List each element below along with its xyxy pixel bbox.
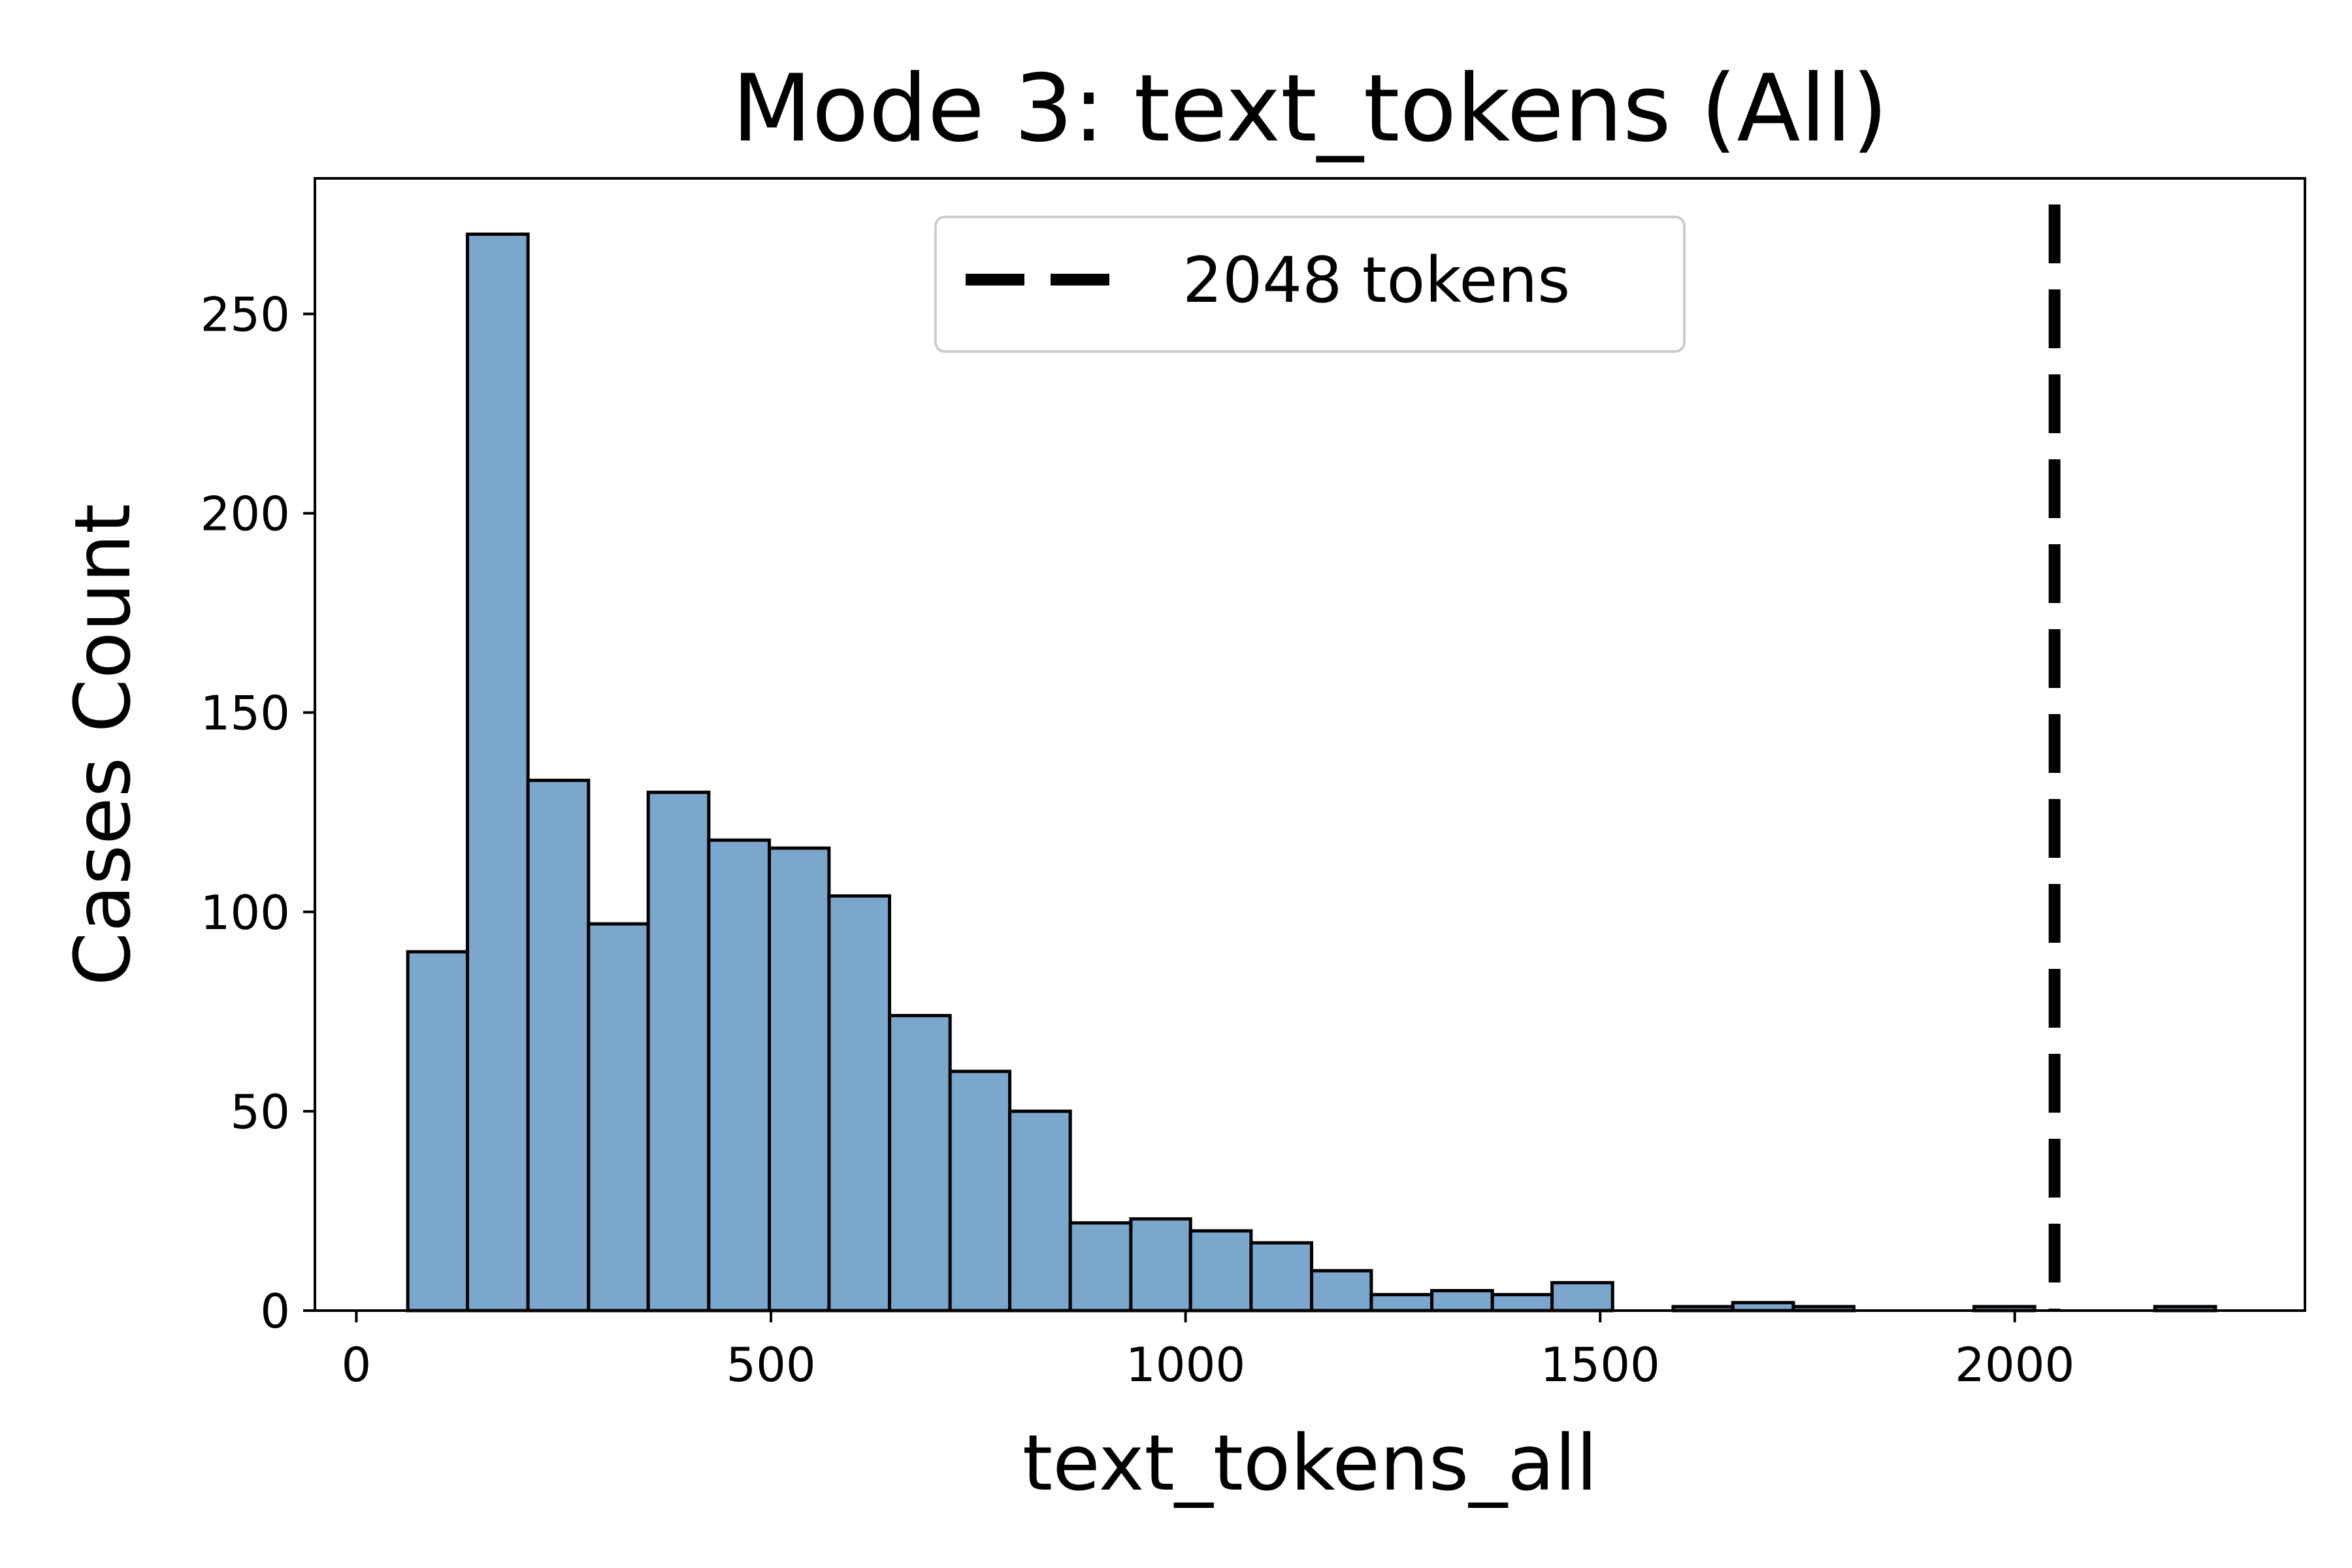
bars-group <box>406 232 2217 1313</box>
plot-frame <box>314 177 2306 1312</box>
histogram-bar <box>948 1070 1012 1313</box>
x-tick-label: 500 <box>726 1337 815 1392</box>
chart-title: Mode 3: text_tokens (All) <box>732 55 1888 163</box>
histogram-bar <box>1550 1281 1614 1313</box>
histogram-bar <box>646 791 711 1313</box>
y-tick-label: 0 <box>260 1284 290 1339</box>
histogram-bar <box>1068 1221 1133 1313</box>
y-axis-ticks: 0 50 100 150 200 250 <box>201 287 315 1339</box>
histogram-bar <box>466 232 530 1313</box>
legend-label: 2048 tokens <box>1183 244 1570 317</box>
histogram-bar <box>1490 1293 1554 1313</box>
y-tick-label: 100 <box>201 885 290 940</box>
x-axis-ticks: 0 500 1000 1500 2000 <box>342 1311 2074 1392</box>
histogram-bar <box>1249 1241 1314 1313</box>
x-tick-label: 1000 <box>1126 1337 1245 1392</box>
histogram-bar <box>587 922 650 1313</box>
histogram-bar <box>526 778 591 1313</box>
y-tick-label: 200 <box>201 487 290 542</box>
y-tick-label: 250 <box>201 287 290 342</box>
histogram-bar <box>768 846 831 1313</box>
x-tick-label: 1500 <box>1541 1337 1660 1392</box>
y-tick-label: 150 <box>201 686 290 741</box>
histogram-bar <box>1008 1109 1072 1313</box>
legend-box <box>934 216 1686 353</box>
x-tick-label: 2000 <box>1955 1337 2074 1392</box>
x-axis-label: text_tokens_all <box>1022 1418 1597 1508</box>
histogram-bar <box>1369 1293 1434 1313</box>
x-tick-label: 0 <box>342 1337 372 1392</box>
legend: 2048 tokens <box>934 216 1686 353</box>
histogram-bar <box>888 1013 952 1313</box>
y-axis-label: Cases Count <box>57 504 148 986</box>
y-tick-label: 50 <box>230 1085 290 1139</box>
histogram-bar <box>1129 1217 1192 1313</box>
histogram-bar <box>406 950 470 1313</box>
histogram-bar <box>1310 1269 1373 1313</box>
histogram-bar <box>707 838 772 1313</box>
histogram-bar <box>1430 1288 1494 1313</box>
histogram-bar <box>827 894 892 1313</box>
histogram-bar <box>1188 1229 1253 1313</box>
